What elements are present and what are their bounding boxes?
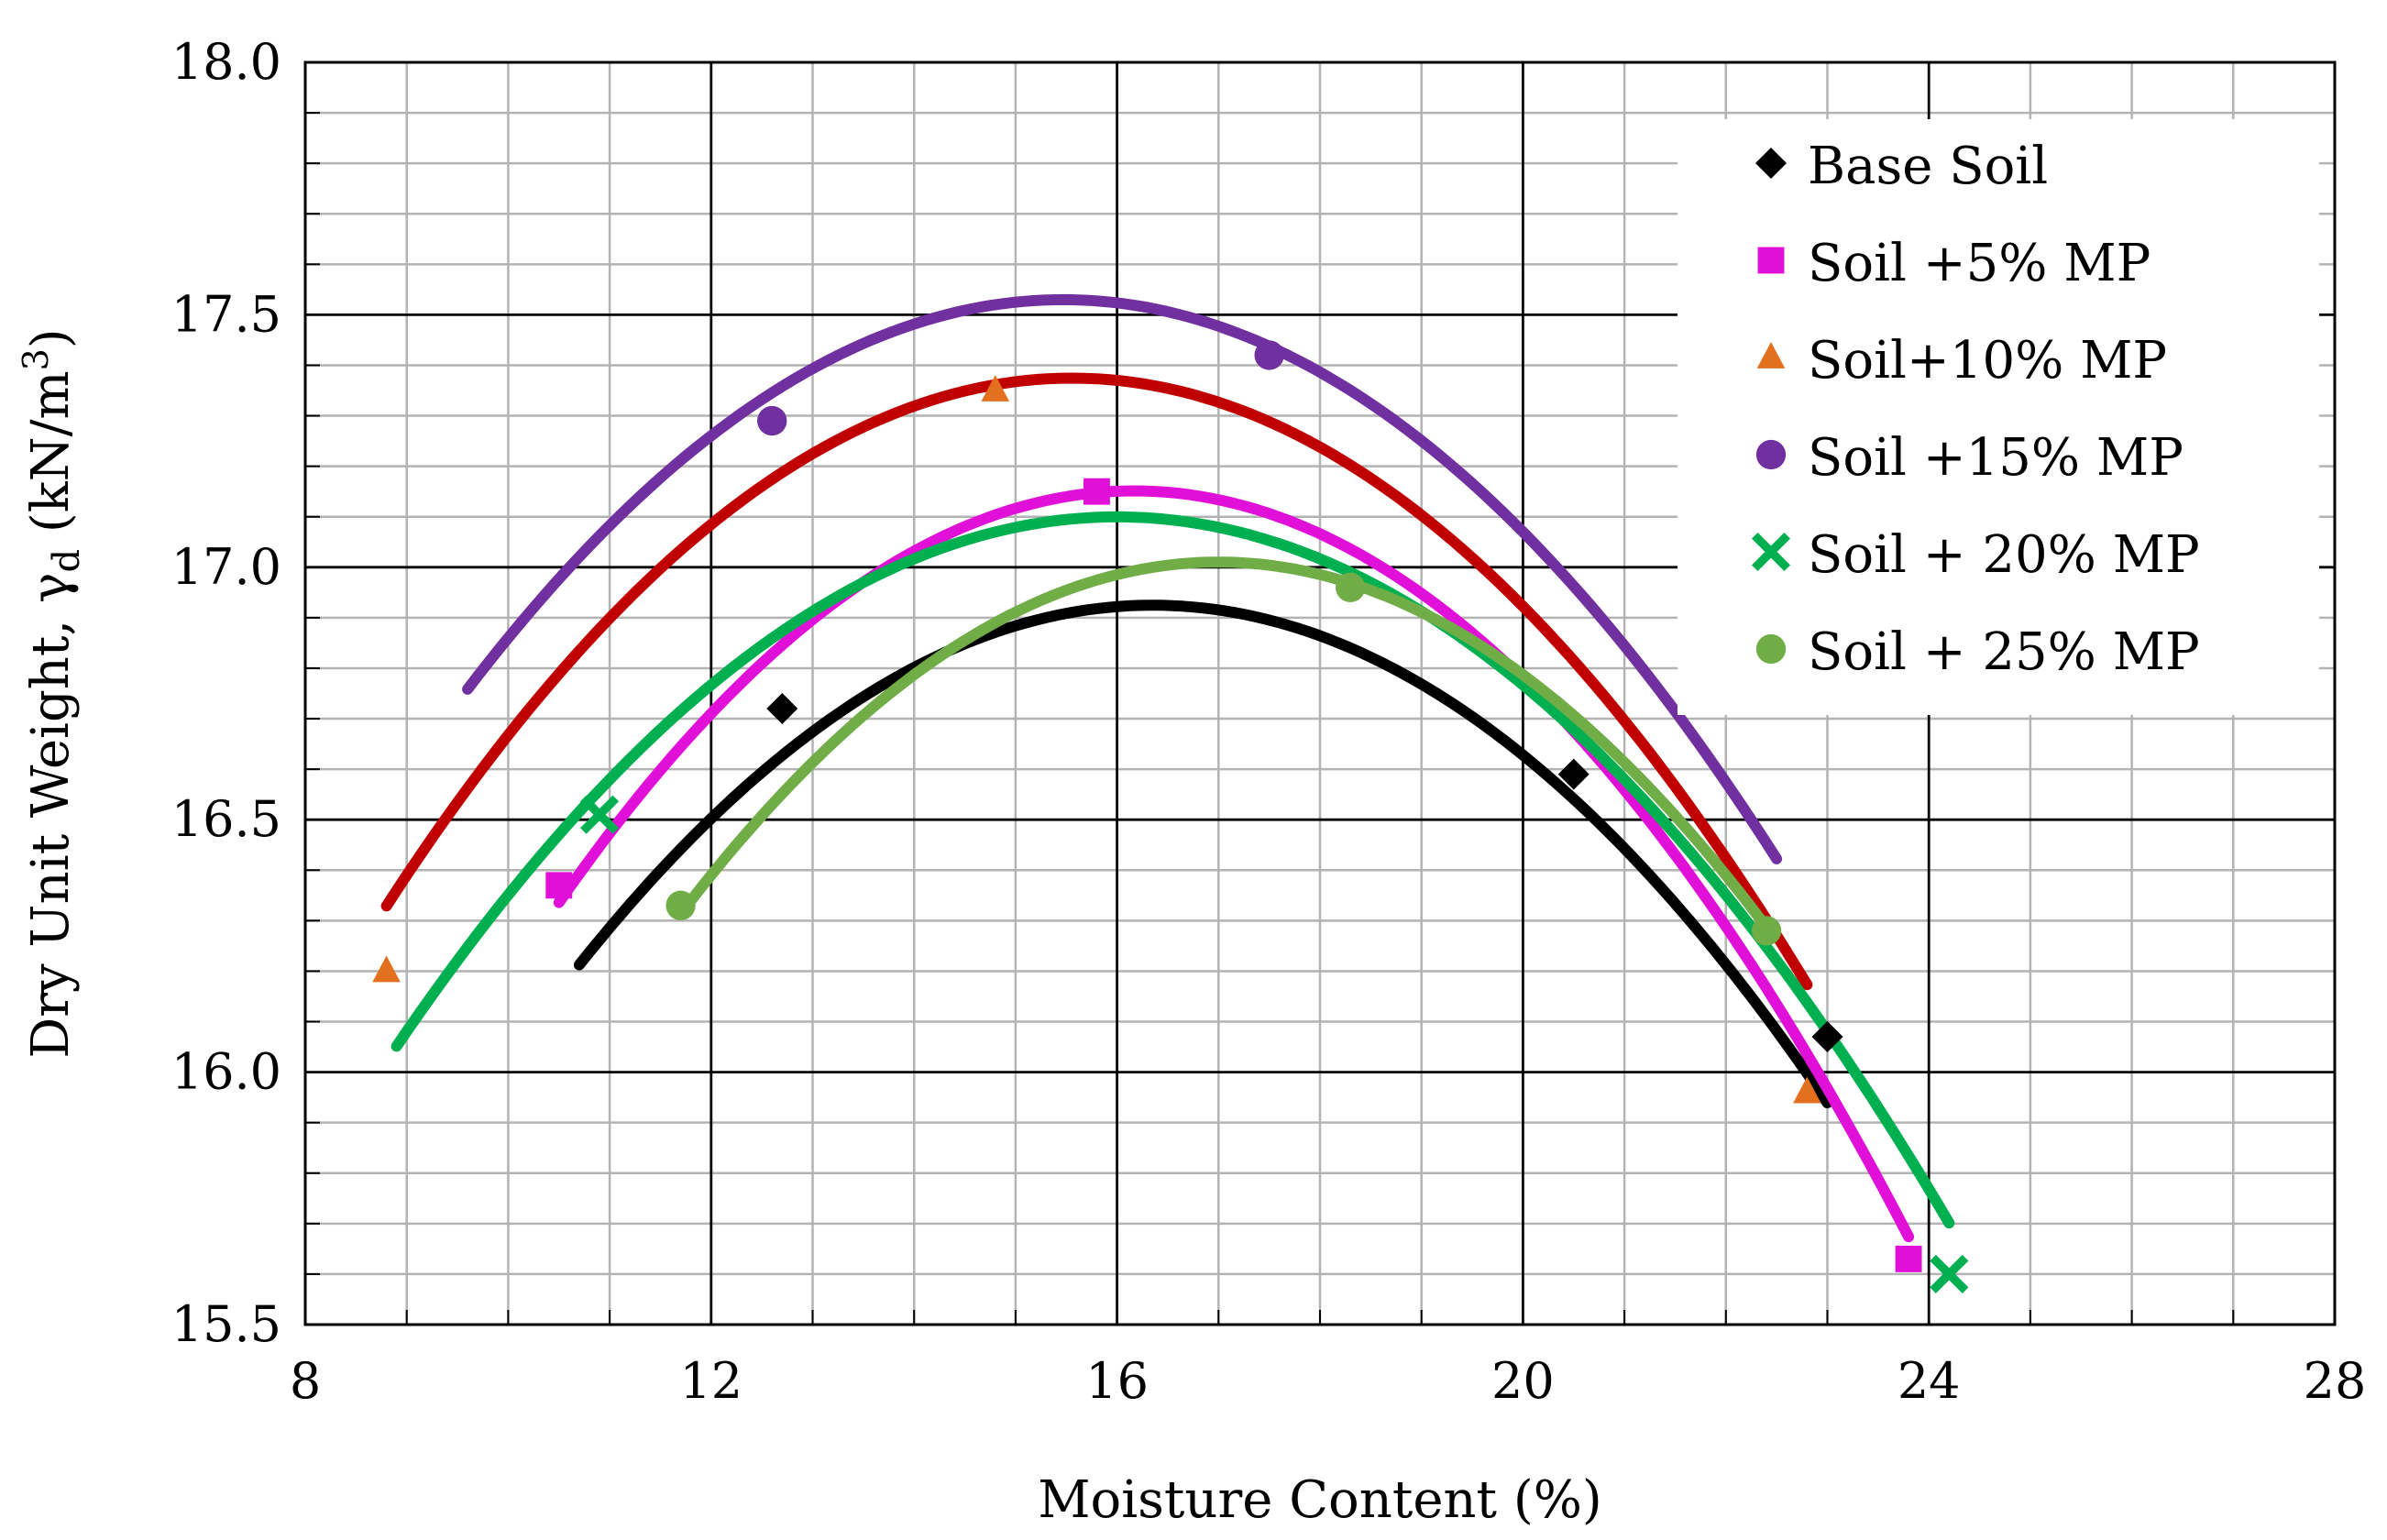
x-tick-label: 24	[1898, 1352, 1961, 1410]
x-tick-labels: 8 12 16 20 24 28	[290, 1352, 2367, 1410]
marker-triangle	[1793, 1076, 1821, 1104]
marker-square	[1895, 1245, 1922, 1272]
fit-curve	[380, 372, 1813, 991]
marker-x-stroke	[579, 795, 620, 834]
x-tick-label: 8	[290, 1352, 321, 1410]
axis-ticks	[305, 112, 2235, 1325]
marker-x-stroke	[1930, 1254, 1969, 1293]
marker-diamond	[1811, 1021, 1843, 1053]
fit-curve	[573, 600, 1833, 1109]
y-tick-label: 16.0	[171, 1043, 281, 1101]
marker-circle	[1751, 916, 1782, 946]
x-axis-title: Moisture Content (%)	[1038, 1470, 1602, 1530]
legend-item: Soil + 25% MP	[1755, 622, 2200, 682]
marker-circle	[757, 405, 787, 436]
fit-curve	[390, 511, 1955, 1229]
fit-curves	[380, 293, 1955, 1243]
legend-label: Soil +15% MP	[1808, 428, 2184, 488]
legend-label: Soil + 20% MP	[1808, 525, 2200, 585]
major-grid	[305, 62, 2335, 1325]
y-axis-title: Dry Unit Weight, γd (kN/m3)	[16, 328, 88, 1058]
x-tick-label: 12	[679, 1352, 742, 1410]
marker-circle	[1336, 572, 1366, 602]
y-tick-labels: 15.5 16.0 16.5 17.0 17.5 18.0	[171, 33, 281, 1353]
x-tick-label: 28	[2304, 1352, 2367, 1410]
legend: Base Soil Soil +5% MP Soil+10% MP Soil +15%…	[1678, 119, 2319, 715]
legend-item: Soil +5% MP	[1757, 234, 2150, 293]
marker-diamond	[766, 693, 798, 725]
fit-curve	[462, 293, 1783, 864]
marker-x	[1751, 532, 1791, 572]
x-tick-label: 20	[1491, 1352, 1555, 1410]
marker-triangle	[372, 955, 401, 983]
y-tick-label: 18.0	[171, 33, 281, 91]
data-markers	[372, 340, 1969, 1293]
fit-curve	[675, 556, 1773, 933]
x-tick-label: 16	[1085, 1352, 1149, 1410]
marker-x	[579, 795, 620, 834]
marker-square	[1084, 478, 1110, 505]
legend-label: Soil +5% MP	[1808, 234, 2150, 293]
legend-item: Soil + 20% MP	[1751, 525, 2200, 585]
marker-x	[1930, 1254, 1969, 1293]
marker-circle	[1755, 439, 1787, 470]
legend-label: Base Soil	[1808, 137, 2048, 196]
legend-item: Soil+10% MP	[1756, 331, 2167, 390]
y-tick-label: 17.5	[171, 285, 281, 343]
marker-triangle	[1756, 342, 1786, 368]
marker-square	[1757, 247, 1785, 274]
marker-triangle	[981, 375, 1010, 402]
marker-diamond	[1755, 148, 1787, 179]
legend-label: Soil+10% MP	[1808, 331, 2167, 390]
marker-diamond	[1557, 758, 1590, 790]
y-tick-label: 15.5	[171, 1295, 281, 1353]
legend-background	[1678, 119, 2319, 715]
marker-square	[545, 872, 573, 899]
y-tick-label: 16.5	[171, 790, 281, 848]
marker-circle	[1755, 633, 1787, 665]
legend-item: Soil +15% MP	[1755, 428, 2184, 488]
marker-x-stroke	[1751, 532, 1791, 572]
fit-curve	[553, 485, 1915, 1243]
marker-circle	[666, 890, 696, 920]
marker-circle	[1254, 340, 1284, 370]
legend-label: Soil + 25% MP	[1808, 622, 2200, 682]
y-tick-label: 17.0	[171, 538, 281, 596]
legend-item: Base Soil	[1755, 137, 2048, 196]
